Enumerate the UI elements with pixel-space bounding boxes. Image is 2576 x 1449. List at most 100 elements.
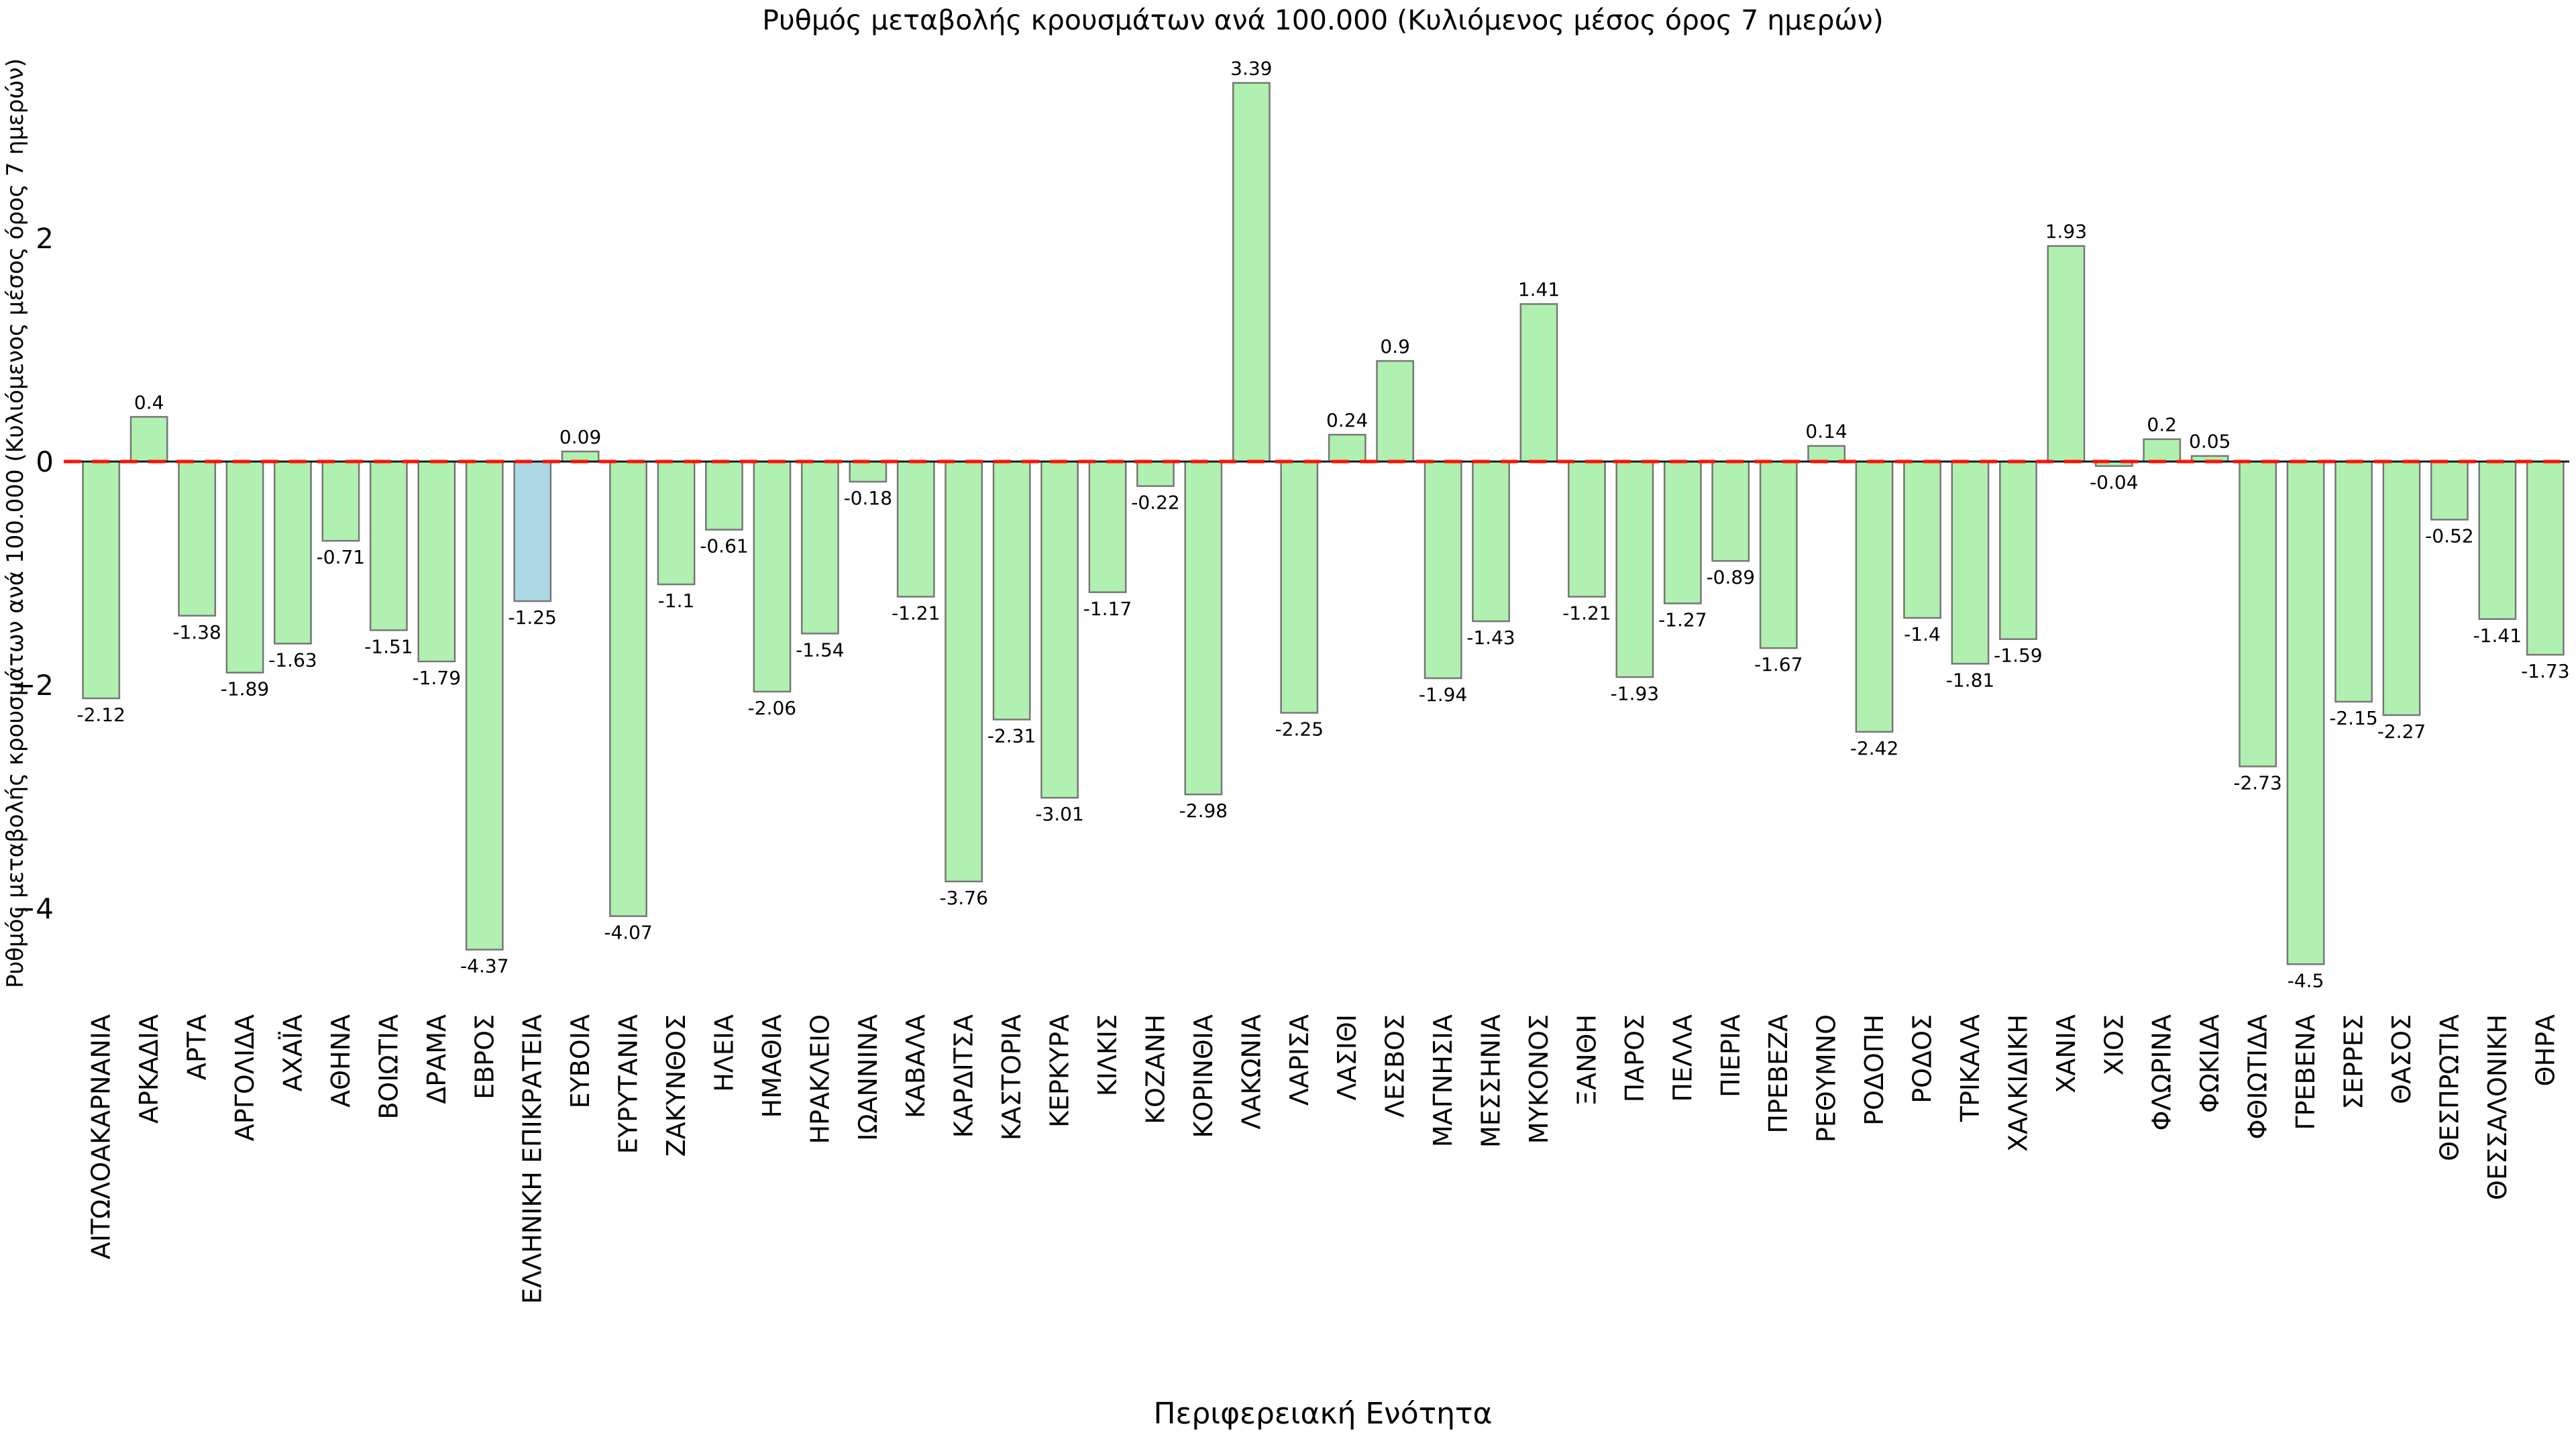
bar-value-label: -1.73 <box>2521 660 2569 682</box>
category-label: ΒΟΙΩΤΙΑ <box>374 1014 403 1120</box>
category-label: ΗΜΑΘΙΑ <box>757 1014 787 1118</box>
category-label: ΛΕΣΒΟΣ <box>1381 1014 1410 1118</box>
y-tick-label: 0 <box>36 445 54 478</box>
bar-value-label: -2.42 <box>1850 737 1898 759</box>
x-axis-title: Περιφερειακή Ενότητα <box>1153 1397 1492 1431</box>
bar <box>2239 460 2277 767</box>
bar-value-label: -1.4 <box>1904 623 1941 645</box>
chart-title: Ρυθμός μεταβολής κρουσμάτων ανά 100.000 … <box>762 4 1883 36</box>
category-label: ΚΙΛΚΙΣ <box>1093 1014 1122 1096</box>
bar-value-label: -1.21 <box>892 602 940 625</box>
category-label: ΠΙΕΡΙΑ <box>1716 1014 1746 1097</box>
bar <box>82 460 121 700</box>
bar <box>129 416 168 463</box>
bar-value-label: -1.63 <box>268 649 317 671</box>
category-label: ΚΟΖΑΝΗ <box>1141 1014 1171 1124</box>
bar-value-label: -2.25 <box>1275 718 1324 741</box>
bar-value-label: -2.06 <box>748 697 796 719</box>
bar-value-label: -1.17 <box>1083 598 1132 620</box>
category-label: ΞΑΝΘΗ <box>1572 1014 1601 1106</box>
bar-value-label: -4.37 <box>460 955 508 977</box>
category-label: ΑΡΤΑ <box>182 1014 212 1080</box>
category-label: ΖΑΚΥΝΘΟΣ <box>661 1014 691 1157</box>
category-label: ΧΑΝΙΑ <box>2051 1014 2081 1093</box>
category-label: ΙΩΑΝΝΙΝΑ <box>853 1014 883 1141</box>
y-axis-label: Ρυθμός μεταβολής κρουσμάτων ανά 100.000 … <box>2 58 29 988</box>
bar <box>178 460 217 617</box>
bar <box>1951 460 1990 665</box>
bar <box>2047 245 2086 463</box>
bar <box>1328 433 1366 463</box>
bar <box>321 460 360 542</box>
category-label: ΧΑΛΚΙΔΙΚΗ <box>2003 1014 2033 1152</box>
bar <box>1903 460 1941 619</box>
category-label: ΕΒΡΟΣ <box>470 1014 499 1099</box>
category-label: ΓΡΕΒΕΝΑ <box>2291 1014 2320 1130</box>
bar-value-label: -1.21 <box>1562 602 1611 625</box>
category-label: ΠΑΡΟΣ <box>1620 1014 1650 1102</box>
bar <box>1855 460 1894 733</box>
bar <box>609 460 647 917</box>
bar-value-label: -2.27 <box>2377 720 2426 743</box>
bar-value-label: -1.93 <box>1611 682 1659 704</box>
bar-value-label: -3.76 <box>939 887 987 909</box>
category-label: ΘΕΣΠΡΩΤΙΑ <box>2434 1014 2464 1161</box>
bar-value-label: 0.14 <box>1805 421 1847 443</box>
bar <box>225 460 264 674</box>
axis-labels-layer: 2 0 −2 −4 ΑΙΤΩΛΟΑΚΑΡΝΑΝΙΑ ΑΡΚΑΔΙΑ ΑΡΤΑ ΑΡΓΟΛΙΔΑ… <box>12 222 2560 1304</box>
bar <box>2334 460 2373 703</box>
bar-value-label: 1.41 <box>1518 278 1560 301</box>
category-label: ΛΑΡΙΣΑ <box>1285 1014 1314 1106</box>
bar <box>2143 438 2182 463</box>
bar-value-label: -1.89 <box>221 678 269 700</box>
category-label: ΘΑΣΟΣ <box>2387 1014 2416 1104</box>
bar-value-label: -0.71 <box>317 546 365 568</box>
bar <box>1663 460 1702 604</box>
bar-value-label: -2.12 <box>76 704 125 726</box>
bar-value-label: -0.22 <box>1131 492 1179 514</box>
bar-value-label: -1.51 <box>364 635 413 657</box>
bar-value-label: -0.89 <box>1707 566 1755 588</box>
bar <box>1376 360 1415 463</box>
bar-value-label: -1.79 <box>413 667 461 689</box>
bar <box>274 460 312 645</box>
category-label: ΜΑΓΝΗΣΙΑ <box>1428 1014 1458 1147</box>
bar <box>2526 460 2565 656</box>
bar-value-label: -3.01 <box>1035 803 1083 825</box>
bars-layer: -2.12 0.4 -1.38 -1.89 -1.63 -0.71 -1.51-1.79 -4… <box>76 58 2569 992</box>
category-label: ΔΡΑΜΑ <box>422 1014 451 1104</box>
bar-value-label: -0.04 <box>2090 472 2138 494</box>
bar-value-label: -1.59 <box>1994 645 2042 667</box>
bar <box>753 460 792 693</box>
bar <box>1040 460 1079 799</box>
category-label: ΡΟΔΟΠΗ <box>1860 1014 1889 1126</box>
bar <box>1136 460 1175 487</box>
bar-value-label: 0.24 <box>1326 409 1368 431</box>
category-label: ΛΑΣΙΘΙ <box>1332 1014 1362 1100</box>
category-label: ΜΥΚΟΝΟΣ <box>1524 1014 1554 1144</box>
bar-value-label: -1.81 <box>1946 669 1994 691</box>
category-label: ΑΙΤΩΛΟΑΚΑΡΝΑΝΙΑ <box>87 1014 116 1259</box>
bar <box>1519 303 1558 463</box>
bar <box>2430 460 2469 521</box>
bar <box>1472 460 1510 623</box>
category-label: ΑΘΗΝΑ <box>326 1014 356 1108</box>
bar-value-label: 0.05 <box>2189 431 2231 453</box>
bar-value-label: -1.25 <box>508 606 556 629</box>
bar-value-label: -1.54 <box>796 639 844 661</box>
bar-value-label: 0.2 <box>2147 414 2177 436</box>
category-label: ΠΡΕΒΕΖΑ <box>1764 1014 1793 1134</box>
bar <box>1424 460 1462 680</box>
category-label: ΘΗΡΑ <box>2530 1014 2560 1086</box>
category-label: ΣΕΡΡΕΣ <box>2339 1014 2369 1110</box>
category-label: ΡΟΔΟΣ <box>1908 1014 1937 1104</box>
bar <box>369 460 408 631</box>
bar <box>705 460 743 531</box>
bar <box>465 460 504 951</box>
bar-value-label: -4.07 <box>604 922 652 944</box>
bar-value-label: -0.61 <box>700 535 748 557</box>
category-label: ΧΙΟΣ <box>2099 1014 2129 1075</box>
bar-value-label: 3.39 <box>1230 58 1272 80</box>
category-label: ΠΕΛΛΑ <box>1668 1014 1697 1102</box>
